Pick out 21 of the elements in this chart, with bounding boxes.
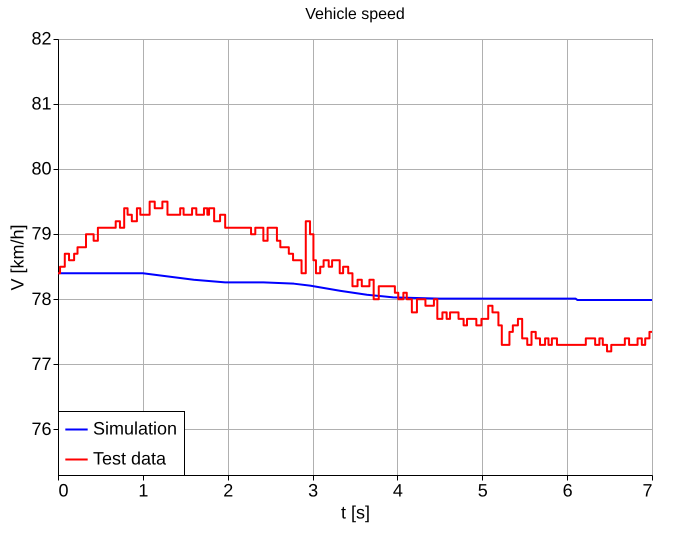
- y-tick-label: 80: [31, 158, 52, 179]
- line-series: [58, 272, 652, 301]
- x-tick-label: 3: [308, 480, 318, 500]
- y-tick-label: 82: [31, 28, 52, 48]
- y-tick-label: 78: [31, 288, 52, 309]
- y-tick-label: 79: [31, 224, 52, 244]
- y-tick-label: 77: [31, 354, 52, 374]
- y-tick-label: 76: [31, 418, 52, 439]
- x-axis-title: t [s]: [340, 502, 370, 522]
- legend-label: Simulation: [93, 418, 178, 438]
- x-tick-label: 6: [562, 480, 573, 500]
- x-tick-label: 4: [392, 480, 403, 500]
- x-tick-label: 7: [642, 480, 652, 500]
- y-axis-title: V [km/h]: [7, 224, 28, 291]
- legend-label: Test data: [93, 448, 168, 468]
- x-tick-label: 1: [138, 480, 148, 500]
- y-tick-label: 81: [31, 94, 52, 114]
- x-tick-label: 0: [58, 480, 69, 500]
- x-tick-label: 2: [223, 480, 234, 500]
- x-tick-label: 5: [478, 480, 488, 500]
- chart-title: Vehicle speed: [305, 6, 405, 23]
